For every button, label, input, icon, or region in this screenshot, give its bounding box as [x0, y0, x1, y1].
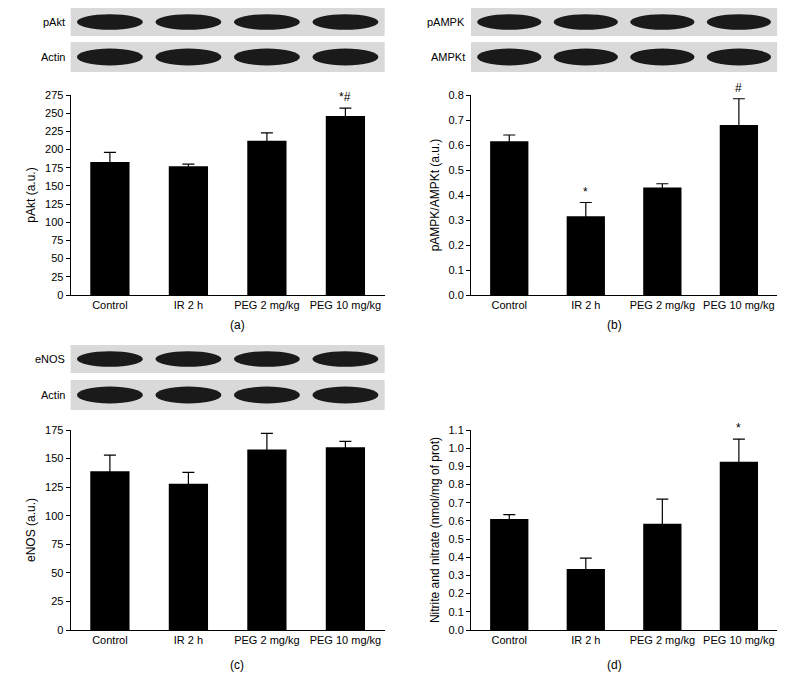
- svg-text:0.0: 0.0: [449, 289, 464, 301]
- svg-text:1.0: 1.0: [449, 442, 464, 454]
- svg-text:PEG 2 mg/kg: PEG 2 mg/kg: [234, 299, 299, 311]
- svg-text:125: 125: [45, 481, 63, 493]
- svg-text:Control: Control: [492, 299, 527, 311]
- svg-text:0.6: 0.6: [449, 515, 464, 527]
- svg-text:0: 0: [57, 624, 63, 636]
- svg-text:*: *: [736, 421, 741, 435]
- svg-text:0.2: 0.2: [449, 587, 464, 599]
- svg-text:50: 50: [51, 567, 63, 579]
- svg-text:Control: Control: [92, 634, 127, 646]
- svg-text:1.1: 1.1: [449, 424, 464, 436]
- svg-text:*#: *#: [339, 90, 351, 104]
- svg-text:PEG 10 mg/kg: PEG 10 mg/kg: [310, 634, 382, 646]
- svg-text:100: 100: [45, 510, 63, 522]
- svg-text:0.1: 0.1: [449, 264, 464, 276]
- svg-text:0.4: 0.4: [449, 551, 464, 563]
- svg-text:Control: Control: [492, 634, 527, 646]
- svg-text:pAkt: pAkt: [43, 16, 65, 28]
- svg-text:25: 25: [51, 271, 63, 283]
- svg-text:0.7: 0.7: [449, 114, 464, 126]
- svg-text:#: #: [735, 81, 742, 95]
- svg-text:0.5: 0.5: [449, 164, 464, 176]
- svg-text:0.0: 0.0: [449, 624, 464, 636]
- svg-text:eNOS: eNOS: [35, 353, 65, 365]
- svg-text:175: 175: [45, 162, 63, 174]
- svg-text:PEG 2 mg/kg: PEG 2 mg/kg: [630, 634, 695, 646]
- svg-text:pAMPK: pAMPK: [427, 16, 465, 28]
- svg-text:IR 2 h: IR 2 h: [174, 299, 203, 311]
- svg-text:Control: Control: [92, 299, 127, 311]
- svg-text:pAMPK/AMPKt (a.u.): pAMPK/AMPKt (a.u.): [428, 139, 442, 252]
- svg-text:125: 125: [45, 198, 63, 210]
- svg-text:(b): (b): [607, 318, 622, 332]
- svg-text:Nitrite and nitrate (nmol/mg o: Nitrite and nitrate (nmol/mg of prot): [428, 437, 442, 623]
- svg-text:0.1: 0.1: [449, 606, 464, 618]
- svg-text:Actin: Actin: [41, 51, 65, 63]
- svg-text:100: 100: [45, 216, 63, 228]
- svg-text:0.3: 0.3: [449, 569, 464, 581]
- svg-text:pAkt (a.u.): pAkt (a.u.): [24, 167, 38, 222]
- svg-text:AMPKt: AMPKt: [431, 51, 465, 63]
- svg-text:0.4: 0.4: [449, 189, 464, 201]
- svg-text:0.8: 0.8: [449, 478, 464, 490]
- svg-text:250: 250: [45, 107, 63, 119]
- svg-text:150: 150: [45, 452, 63, 464]
- svg-text:PEG 10 mg/kg: PEG 10 mg/kg: [310, 299, 382, 311]
- svg-text:150: 150: [45, 180, 63, 192]
- svg-text:*: *: [583, 185, 588, 199]
- svg-text:0.7: 0.7: [449, 497, 464, 509]
- svg-text:175: 175: [45, 424, 63, 436]
- svg-text:IR 2 h: IR 2 h: [174, 634, 203, 646]
- svg-text:0.2: 0.2: [449, 239, 464, 251]
- svg-text:eNOS (a.u.): eNOS (a.u.): [24, 498, 38, 562]
- svg-text:IR 2 h: IR 2 h: [571, 299, 600, 311]
- svg-text:IR 2 h: IR 2 h: [571, 634, 600, 646]
- svg-text:75: 75: [51, 538, 63, 550]
- svg-text:PEG 10 mg/kg: PEG 10 mg/kg: [703, 634, 775, 646]
- svg-text:25: 25: [51, 595, 63, 607]
- svg-text:PEG 2 mg/kg: PEG 2 mg/kg: [630, 299, 695, 311]
- svg-text:275: 275: [45, 89, 63, 101]
- svg-text:(d): (d): [607, 658, 622, 672]
- svg-text:PEG 2 mg/kg: PEG 2 mg/kg: [234, 634, 299, 646]
- svg-text:0.6: 0.6: [449, 139, 464, 151]
- svg-text:0.3: 0.3: [449, 214, 464, 226]
- svg-text:200: 200: [45, 143, 63, 155]
- svg-text:PEG 10 mg/kg: PEG 10 mg/kg: [703, 299, 775, 311]
- svg-text:Actin: Actin: [41, 389, 65, 401]
- svg-text:(a): (a): [230, 318, 245, 332]
- svg-text:0.8: 0.8: [449, 89, 464, 101]
- svg-text:(c): (c): [230, 658, 244, 672]
- svg-text:75: 75: [51, 234, 63, 246]
- svg-text:50: 50: [51, 252, 63, 264]
- svg-text:0.9: 0.9: [449, 460, 464, 472]
- svg-text:0.5: 0.5: [449, 533, 464, 545]
- svg-text:0: 0: [57, 289, 63, 301]
- svg-text:225: 225: [45, 125, 63, 137]
